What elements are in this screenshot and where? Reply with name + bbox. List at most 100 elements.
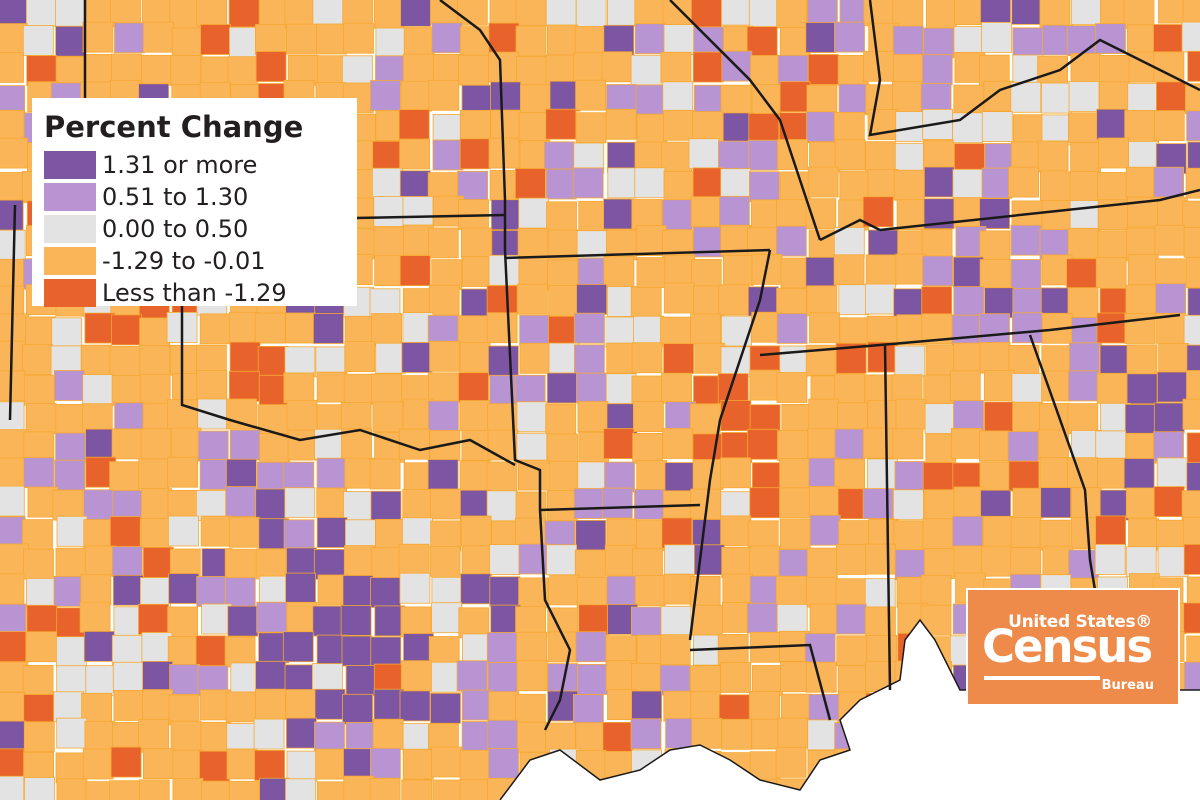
county-cell — [0, 109, 25, 141]
county-cell — [1039, 402, 1070, 434]
county-cell — [776, 778, 807, 800]
county-cell — [1041, 370, 1072, 402]
county-cell — [1125, 722, 1156, 754]
state-border-line — [180, 300, 516, 467]
county-cell — [23, 694, 55, 725]
state-border-line — [439, 0, 507, 201]
county-cell — [923, 139, 954, 171]
county-cell — [431, 22, 463, 54]
county-cell — [1186, 344, 1200, 376]
county-cell — [834, 428, 866, 460]
county-cell — [1156, 519, 1188, 551]
county-cell — [573, 694, 604, 725]
county-cell — [1187, 141, 1200, 173]
county-cell — [578, 604, 610, 636]
legend-title: Percent Change — [44, 110, 304, 144]
county-cell — [112, 574, 144, 606]
county-cell — [56, 636, 87, 668]
county-cell — [952, 112, 983, 144]
state-border-line — [819, 218, 881, 242]
county-cell — [1126, 24, 1158, 56]
county-cell — [400, 606, 432, 638]
county-cell — [692, 111, 723, 142]
county-cell — [255, 548, 287, 580]
county-cell — [255, 688, 286, 720]
county-cell — [431, 602, 463, 634]
county-cell — [779, 487, 810, 519]
county-cell — [659, 664, 691, 696]
county-cell — [893, 288, 925, 320]
county-cell — [314, 688, 346, 720]
county-cell — [546, 201, 577, 233]
county-cell — [140, 54, 172, 86]
county-cell — [1181, 21, 1200, 53]
county-cell — [953, 286, 985, 318]
county-cell — [199, 750, 230, 782]
county-cell — [775, 746, 807, 778]
county-cell — [833, 226, 865, 258]
county-cell — [224, 636, 256, 668]
county-cell — [777, 430, 809, 461]
county-cell — [109, 780, 140, 800]
county-cell — [369, 458, 401, 490]
county-cell — [1040, 487, 1072, 519]
county-cell — [1010, 547, 1042, 579]
county-cell — [1008, 460, 1040, 492]
county-cell — [834, 458, 865, 490]
county-cell — [630, 718, 662, 750]
county-cell — [254, 23, 286, 55]
county-cell — [577, 257, 609, 289]
county-cell — [200, 24, 232, 55]
county-cell — [402, 53, 434, 85]
county-cell — [634, 488, 665, 520]
county-cell — [22, 24, 54, 56]
county-cell — [341, 635, 373, 667]
county-cell — [1037, 140, 1069, 172]
county-cell — [429, 546, 461, 577]
county-cell — [1094, 544, 1126, 575]
county-cell — [139, 577, 171, 608]
county-cell — [546, 372, 578, 404]
county-cell — [138, 603, 169, 635]
state-border-line — [8, 204, 17, 421]
county-cell — [572, 167, 604, 199]
county-cell — [1098, 137, 1130, 169]
county-cell — [459, 26, 491, 58]
state-border-line — [868, 0, 1200, 137]
county-cell — [0, 748, 25, 780]
county-cell — [806, 285, 838, 317]
county-cell — [285, 572, 317, 604]
county-cell — [460, 227, 492, 259]
county-cell — [751, 311, 782, 343]
county-cell — [779, 458, 810, 489]
county-cell — [1099, 81, 1130, 113]
state-border-line — [669, 0, 822, 241]
legend-item-low: Less than -1.29 — [44, 278, 345, 308]
county-cell — [1041, 82, 1072, 114]
county-cell — [865, 254, 897, 286]
county-cell — [921, 54, 953, 86]
county-cell — [979, 313, 1010, 345]
county-cell — [229, 341, 261, 373]
county-cell — [427, 227, 459, 259]
county-cell — [56, 515, 88, 547]
county-cell — [809, 312, 840, 344]
county-cell — [665, 717, 696, 749]
county-cell — [664, 749, 696, 780]
county-cell — [1124, 747, 1155, 779]
county-cell — [82, 21, 114, 53]
county-cell — [720, 168, 752, 200]
county-cell — [196, 0, 228, 27]
county-cell — [1066, 751, 1097, 783]
county-cell — [313, 549, 345, 580]
county-cell — [55, 432, 86, 464]
county-cell — [662, 428, 694, 459]
county-cell — [575, 79, 606, 111]
county-cell — [835, 603, 867, 635]
county-cell — [1187, 287, 1200, 319]
county-cell — [1183, 778, 1200, 800]
county-cell — [55, 403, 87, 435]
county-cell — [428, 79, 460, 111]
county-cell — [690, 196, 722, 228]
county-cell — [607, 0, 638, 27]
